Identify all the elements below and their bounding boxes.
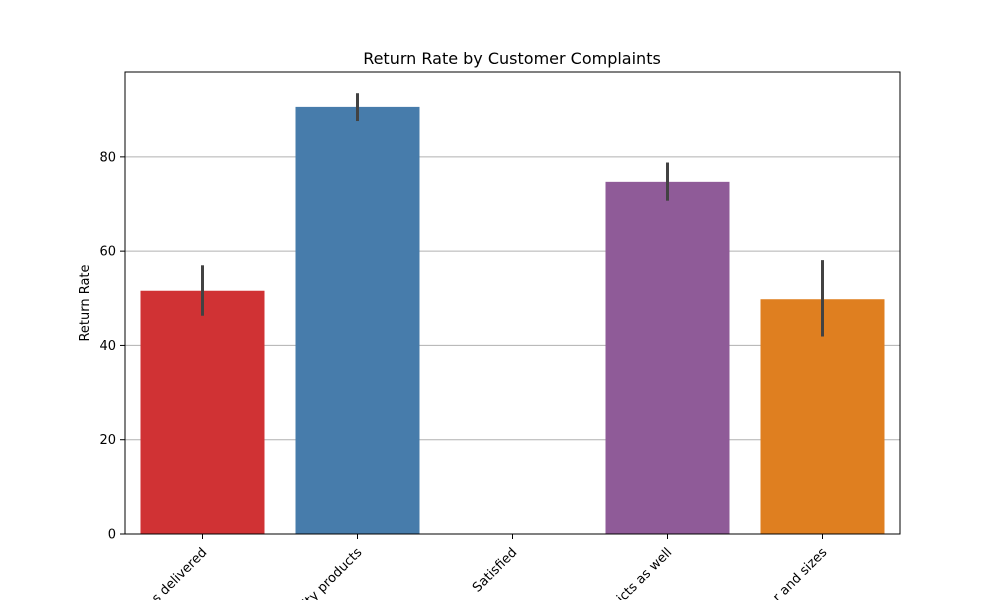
x-tick-label: r and sizes bbox=[770, 545, 830, 600]
x-tick-label: s delivered bbox=[149, 545, 210, 600]
x-tick-label: Satisfied bbox=[470, 545, 520, 595]
y-tick-label: 0 bbox=[108, 528, 116, 543]
y-tick-label: 80 bbox=[99, 150, 116, 165]
y-tick-label: 40 bbox=[99, 339, 116, 354]
x-axis-ticks: s delivered ity products Satisfied icts as … bbox=[149, 534, 830, 604]
y-axis-label: Return Rate bbox=[78, 264, 93, 341]
error-bars bbox=[201, 93, 824, 337]
y-tick-label: 60 bbox=[99, 245, 116, 260]
bar bbox=[140, 290, 265, 534]
bar bbox=[760, 299, 885, 534]
x-tick-label: ity products bbox=[300, 545, 365, 600]
chart-title: Return Rate by Customer Complaints bbox=[363, 49, 661, 68]
bars bbox=[140, 106, 885, 535]
bar bbox=[605, 181, 730, 535]
y-axis-ticks: 0 20 40 60 80 bbox=[99, 150, 125, 543]
x-tick-label: icts as well bbox=[614, 545, 675, 600]
y-tick-label: 20 bbox=[99, 433, 116, 448]
bar bbox=[295, 106, 420, 534]
